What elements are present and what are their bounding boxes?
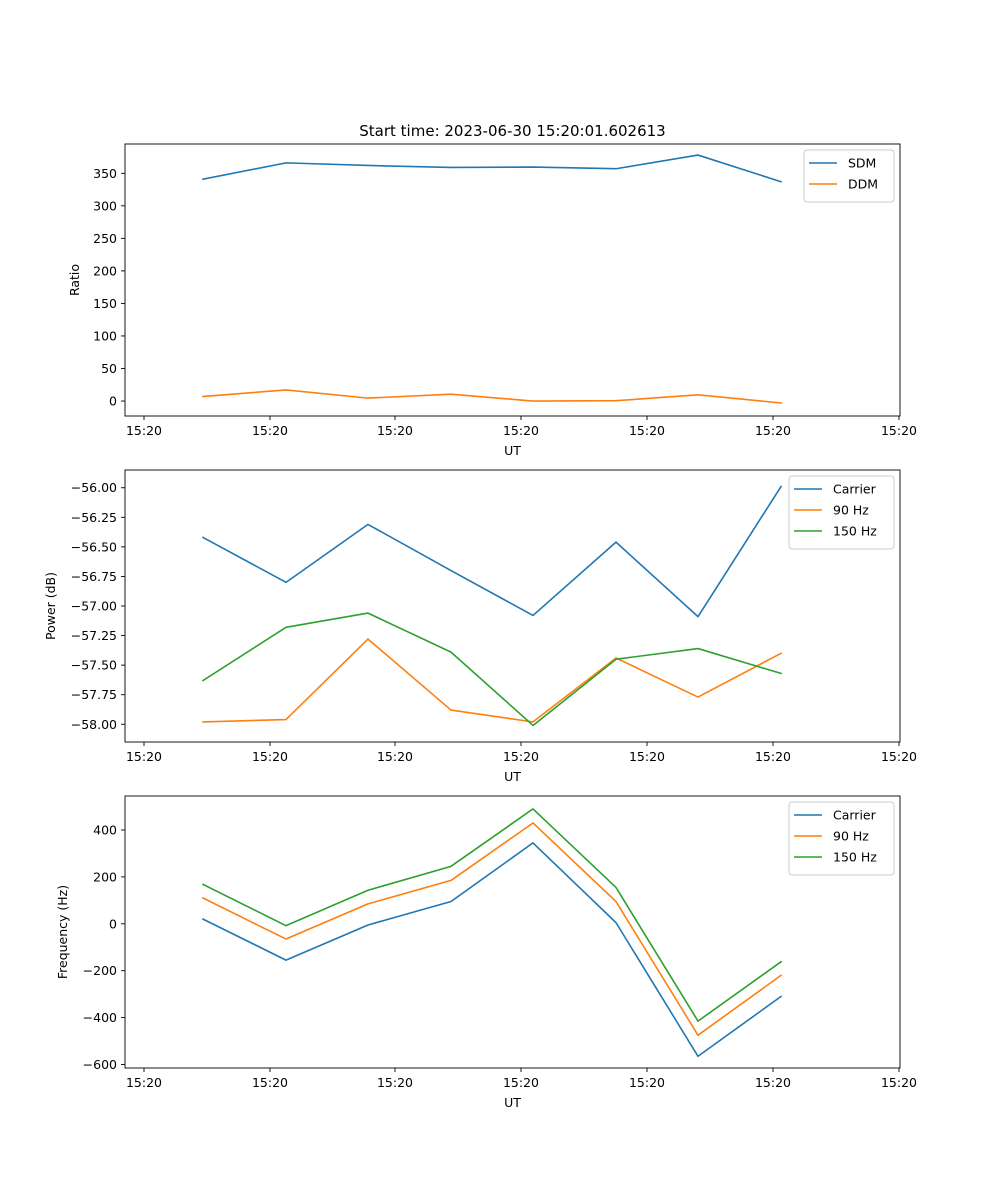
legend-label: Carrier (833, 482, 877, 497)
y-tick-label: −57.50 (71, 658, 117, 673)
series-line-90-hz (201, 822, 783, 1036)
y-tick-label: 250 (93, 231, 117, 246)
x-tick-label: 15:20 (881, 423, 917, 438)
x-tick-label: 15:20 (755, 749, 791, 764)
power-chart: 15:20 15:20 15:20 15:20 15:20 15:20 15:20 UT −58… (43, 469, 917, 784)
legend-label: Carrier (833, 808, 877, 823)
x-tick-label: 15:20 (881, 749, 917, 764)
y-tick-label: 100 (93, 328, 117, 343)
x-tick-label: 15:20 (629, 749, 665, 764)
y-tick-label: 0 (109, 394, 117, 409)
x-tick-label: 15:20 (755, 1075, 791, 1090)
y-tick-label: −600 (83, 1057, 117, 1072)
series-line-carrier (201, 842, 783, 1058)
x-tick-label: 15:20 (881, 1075, 917, 1090)
y-axis-label: Power (dB) (43, 572, 58, 640)
frequency-chart: 15:20 15:20 15:20 15:20 15:20 15:20 15:20 UT −60… (55, 795, 917, 1110)
y-tick-label: −57.00 (71, 599, 117, 614)
axes-frame (124, 143, 901, 417)
x-tick-label: 15:20 (126, 1075, 162, 1090)
y-tick-label: 50 (101, 361, 117, 376)
x-tick-label: 15:20 (126, 749, 162, 764)
y-tick-label: −56.75 (71, 569, 117, 584)
x-tick-label: 15:20 (629, 423, 665, 438)
x-tick-label: 15:20 (503, 749, 539, 764)
series-line-carrier (201, 485, 783, 618)
y-tick-label: −56.00 (71, 480, 117, 495)
figure-title: Start time: 2023-06-30 15:20:01.602613 (359, 122, 665, 140)
y-axis-label: Ratio (67, 264, 82, 296)
x-axis-label: UT (504, 769, 521, 784)
x-tick-label: 15:20 (377, 1075, 413, 1090)
x-tick-label: 15:20 (252, 749, 288, 764)
legend: Carrier 90 Hz 150 Hz (788, 475, 895, 550)
legend-label: SDM (848, 156, 876, 171)
y-tick-label: −200 (83, 963, 117, 978)
x-tick-label: 15:20 (503, 423, 539, 438)
series-line-150-hz (201, 612, 782, 727)
x-axis-label: UT (504, 443, 521, 458)
axes-frame (124, 795, 901, 1069)
x-tick-label: 15:20 (252, 423, 288, 438)
x-tick-label: 15:20 (503, 1075, 539, 1090)
y-tick-label: 200 (93, 263, 117, 278)
legend-label: 90 Hz (833, 829, 869, 844)
legend-label: DDM (848, 177, 878, 192)
y-tick-label: −56.25 (71, 510, 117, 525)
legend-label: 150 Hz (833, 850, 877, 865)
x-tick-label: 15:20 (252, 1075, 288, 1090)
x-tick-label: 15:20 (377, 749, 413, 764)
x-tick-label: 15:20 (377, 423, 413, 438)
legend-label: 150 Hz (833, 524, 877, 539)
y-tick-label: −400 (83, 1010, 117, 1025)
y-axis-label: Frequency (Hz) (55, 885, 70, 979)
y-tick-label: 400 (93, 823, 117, 838)
y-tick-label: −57.75 (71, 687, 117, 702)
y-tick-label: −57.25 (71, 628, 117, 643)
legend: SDM DDM (803, 149, 895, 203)
series-line-sdm (202, 154, 783, 183)
series-line-90-hz (202, 638, 783, 723)
legend-label: 90 Hz (833, 503, 869, 518)
x-tick-label: 15:20 (629, 1075, 665, 1090)
legend: Carrier 90 Hz 150 Hz (788, 801, 895, 876)
series-line-150-hz (201, 808, 783, 1022)
x-tick-label: 15:20 (126, 423, 162, 438)
x-axis-label: UT (504, 1095, 521, 1110)
y-tick-label: 200 (93, 869, 117, 884)
y-tick-label: −58.00 (71, 717, 117, 732)
ratio-chart: 15:20 15:20 15:20 15:20 15:20 15:20 15:20 UT 0 50… (67, 143, 917, 458)
y-tick-label: 350 (93, 166, 117, 181)
y-tick-label: 0 (109, 916, 117, 931)
axes-frame (124, 469, 901, 743)
y-tick-label: 300 (93, 198, 117, 213)
y-tick-label: 150 (93, 296, 117, 311)
series-line-ddm (202, 389, 782, 404)
y-tick-label: −56.50 (71, 539, 117, 554)
x-tick-label: 15:20 (755, 423, 791, 438)
